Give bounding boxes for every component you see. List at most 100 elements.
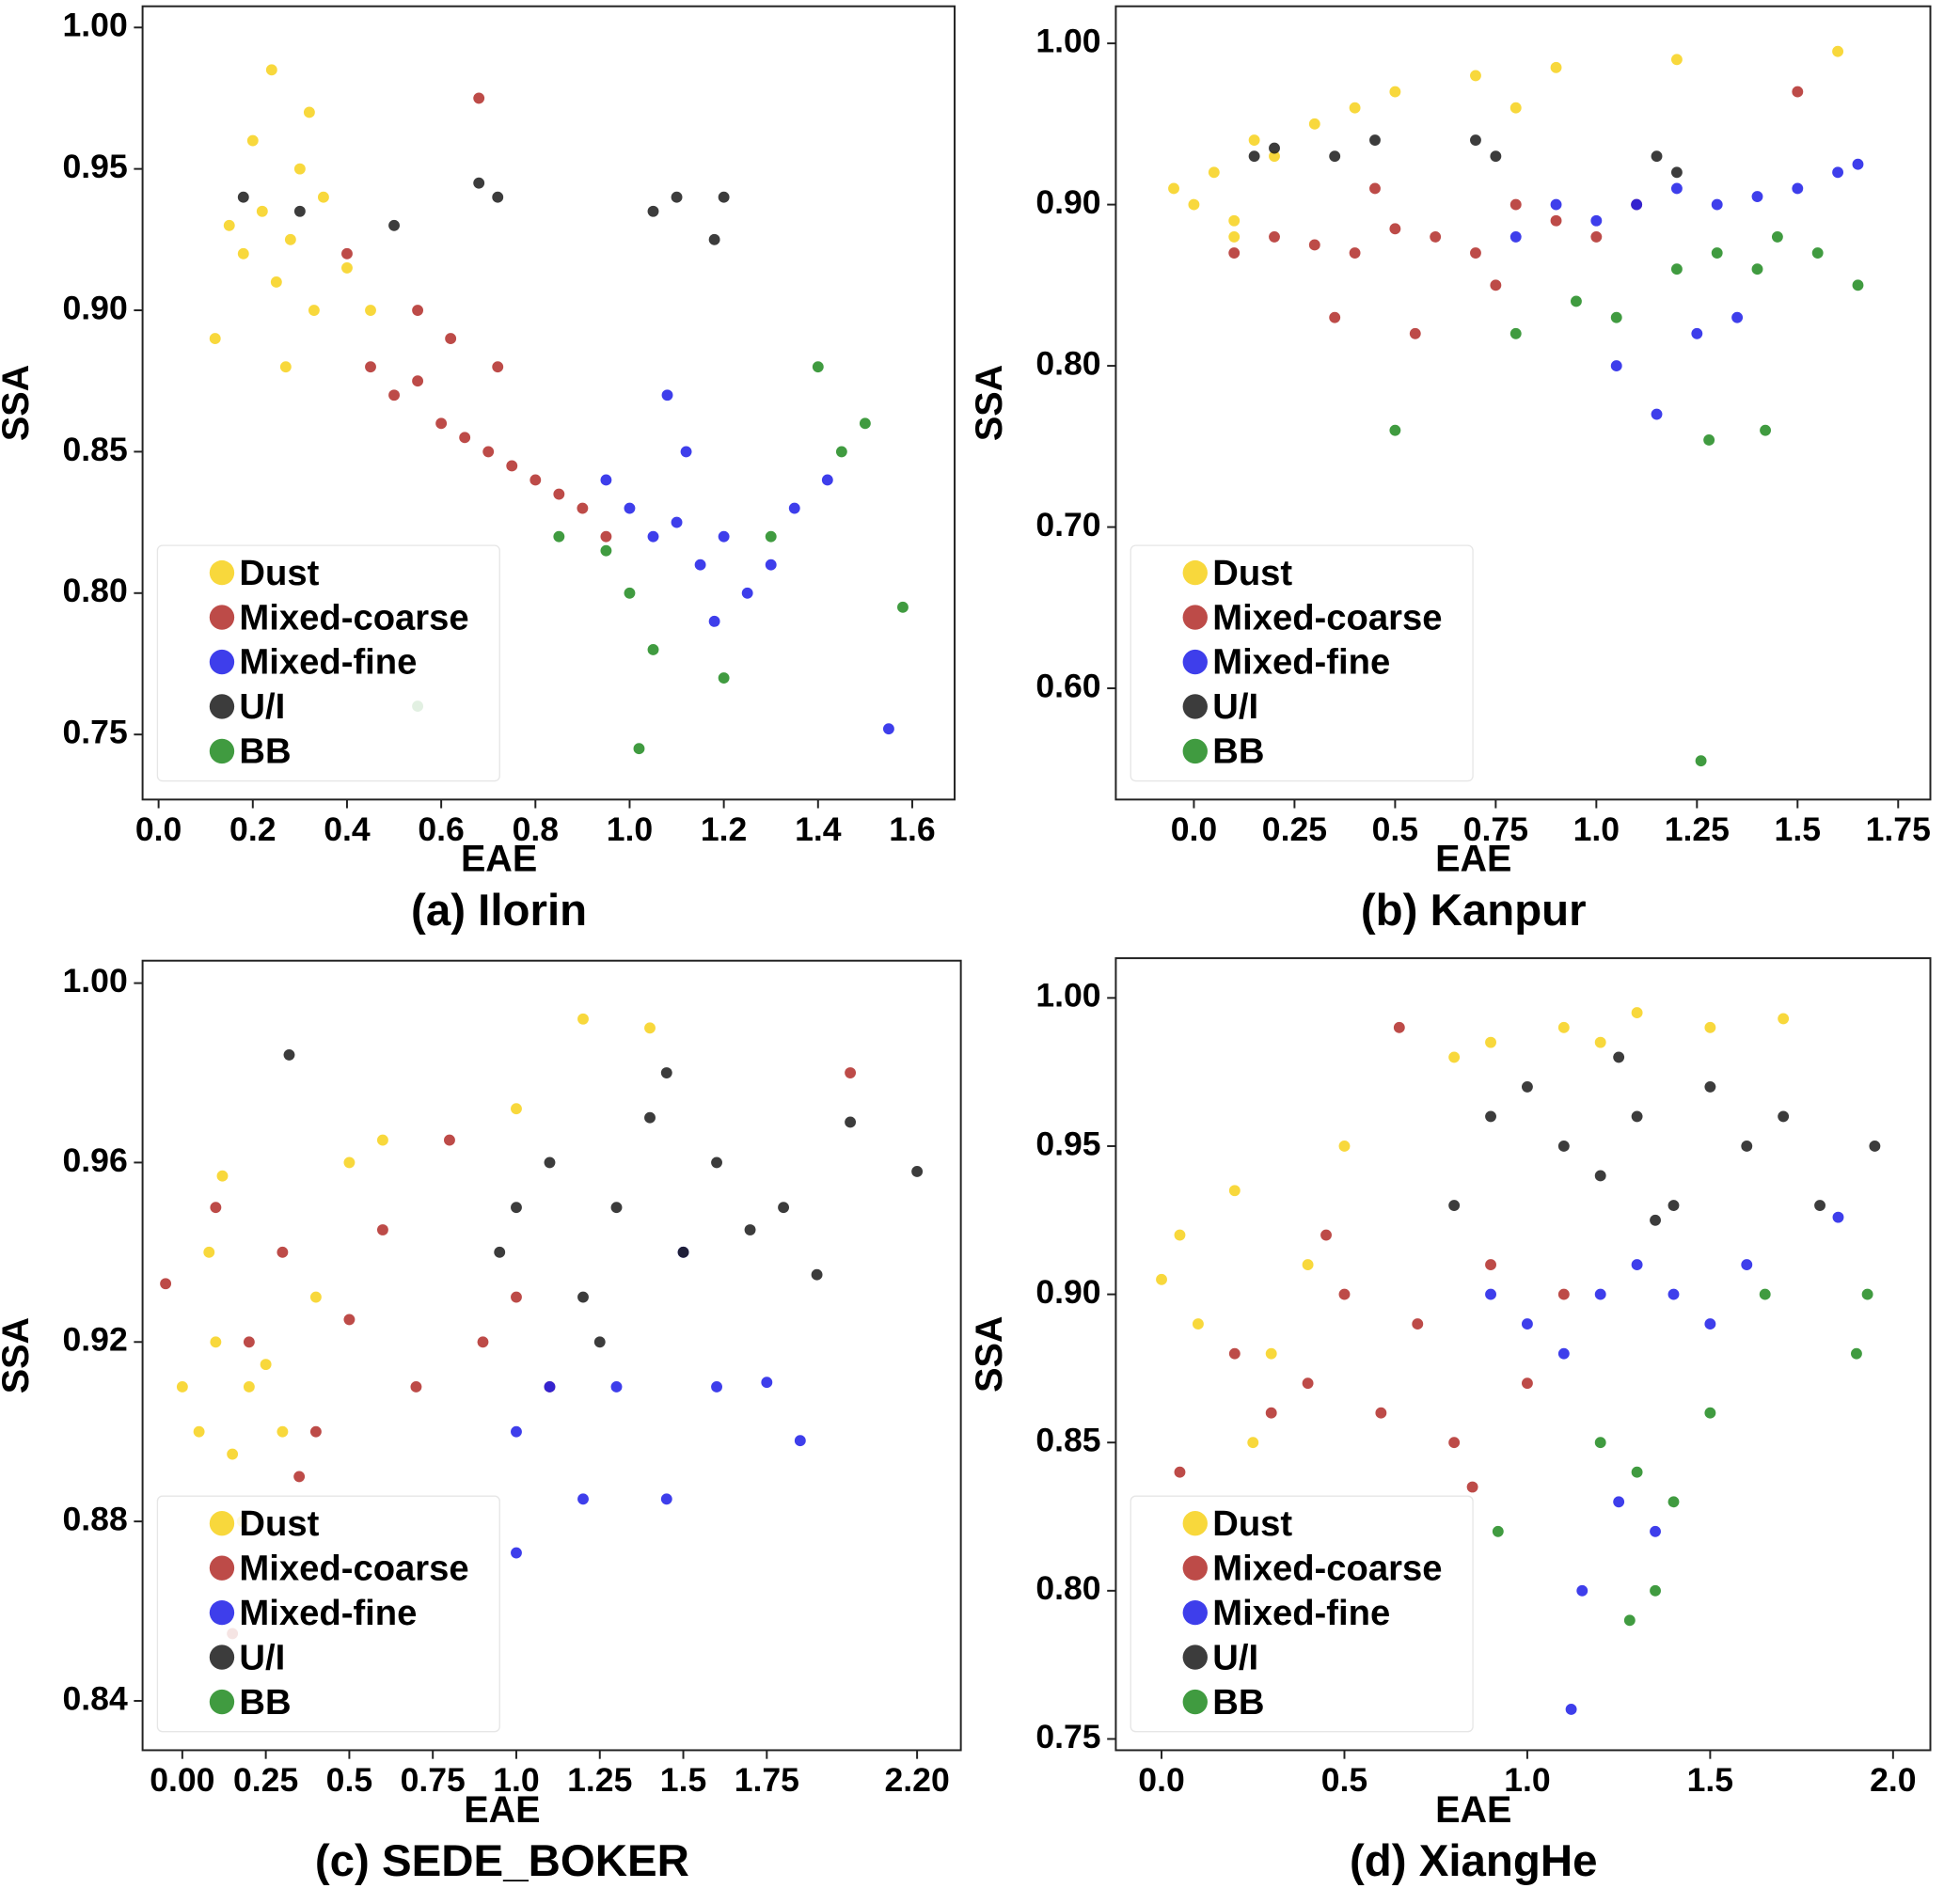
x-tick-label: 1.0 [607, 810, 653, 848]
point [845, 1067, 857, 1078]
point [1631, 1110, 1643, 1123]
point [284, 233, 296, 245]
point [1852, 158, 1864, 170]
point [1192, 1318, 1204, 1330]
y-tick-label: 0.95 [1035, 1125, 1100, 1162]
x-tick-label: 0.75 [401, 1761, 466, 1799]
point [765, 530, 777, 543]
legend-marker [209, 694, 235, 719]
panel-caption: (d) XiangHe [1350, 1836, 1598, 1886]
point [1670, 166, 1683, 179]
legend-marker [209, 1599, 235, 1626]
point [577, 1291, 589, 1303]
x-tick-label: 0.0 [1138, 1761, 1184, 1799]
point [1852, 279, 1864, 291]
x-tick-label: 0.25 [233, 1761, 298, 1799]
legend-label: BB [239, 1682, 291, 1723]
point [1470, 134, 1481, 146]
point [1771, 230, 1783, 243]
panel: 0.0 0.25 0.5 0.75 1.0 1.25 1.5 1.75 0.60 0.70 0.80… [969, 5, 1932, 936]
point [1550, 214, 1562, 227]
point [1651, 150, 1663, 163]
legend-marker [1182, 738, 1208, 764]
point [243, 1336, 255, 1348]
panel: 0.0 0.2 0.4 0.6 0.8 1.0 1.2 1.4 1.6 0.75 0.80 0.85 0… [0, 5, 956, 936]
y-axis-title: SSA [969, 365, 1010, 441]
point [1393, 1021, 1405, 1033]
point [317, 191, 329, 203]
point [1590, 230, 1603, 243]
point [1265, 1407, 1277, 1419]
y-tick-label: 0.70 [1035, 506, 1100, 543]
point [1409, 327, 1421, 339]
point [1861, 1288, 1873, 1300]
point [600, 530, 612, 543]
point [761, 1377, 773, 1389]
x-tick-label: 1.6 [889, 810, 935, 848]
point [644, 1022, 656, 1034]
legend-marker [209, 605, 235, 630]
point [246, 134, 259, 147]
point [376, 1134, 388, 1146]
legend-marker [209, 649, 235, 675]
point [624, 587, 636, 599]
point [1610, 360, 1622, 372]
legend-marker [1182, 1511, 1208, 1536]
point [671, 516, 683, 528]
point [859, 417, 871, 430]
point [176, 1381, 188, 1393]
point [600, 474, 612, 486]
point [1485, 1259, 1496, 1270]
point [1594, 1170, 1606, 1182]
legend-label: Dust [1212, 553, 1292, 593]
point [1174, 1466, 1186, 1478]
x-tick-label: 0.00 [150, 1761, 214, 1799]
legend-marker [1182, 1689, 1208, 1715]
point [1832, 1211, 1844, 1223]
x-tick-label: 0.5 [326, 1761, 372, 1799]
point [343, 1157, 356, 1169]
point [473, 92, 485, 104]
point [718, 530, 730, 543]
point [1389, 424, 1401, 436]
point [494, 1246, 506, 1258]
point [511, 1425, 522, 1438]
legend-label: Mixed-fine [1212, 1593, 1390, 1633]
panel: 0.0 0.5 1.0 1.5 2.0 0.75 0.80 0.85 0.90 0.95 1.00 E… [969, 957, 1932, 1886]
point [1613, 1496, 1625, 1508]
point [1741, 1259, 1753, 1270]
point [1704, 1080, 1716, 1093]
point [1811, 247, 1824, 259]
point [1623, 1614, 1636, 1627]
plot-frame [141, 5, 956, 801]
point [1565, 1704, 1577, 1715]
legend-marker [1182, 559, 1208, 586]
point [388, 219, 400, 231]
point [1550, 198, 1562, 211]
legend-marker [1182, 649, 1208, 675]
y-tick-label: 0.85 [1035, 1422, 1100, 1459]
panel: 0.00 0.25 0.5 0.75 1.0 1.25 1.5 1.75 2.20 0.84 0.8… [0, 959, 962, 1886]
legend-label: Dust [239, 553, 319, 593]
point [661, 389, 673, 401]
panel-caption: (a) Ilorin [411, 886, 587, 936]
point [1590, 214, 1603, 227]
x-tick-label: 1.25 [567, 1761, 632, 1799]
point [227, 1448, 239, 1460]
x-tick-label: 1.4 [795, 810, 842, 848]
point [529, 474, 542, 486]
point [1369, 182, 1381, 195]
point [1576, 1584, 1588, 1597]
point [1670, 263, 1683, 275]
point [911, 1166, 924, 1177]
legend-marker [209, 1644, 235, 1670]
point [1349, 102, 1361, 114]
point [765, 559, 777, 571]
point [680, 446, 692, 458]
point [1485, 1036, 1496, 1048]
point [1329, 311, 1341, 323]
point [237, 247, 249, 260]
point [1778, 1013, 1790, 1025]
point [1485, 1288, 1496, 1300]
